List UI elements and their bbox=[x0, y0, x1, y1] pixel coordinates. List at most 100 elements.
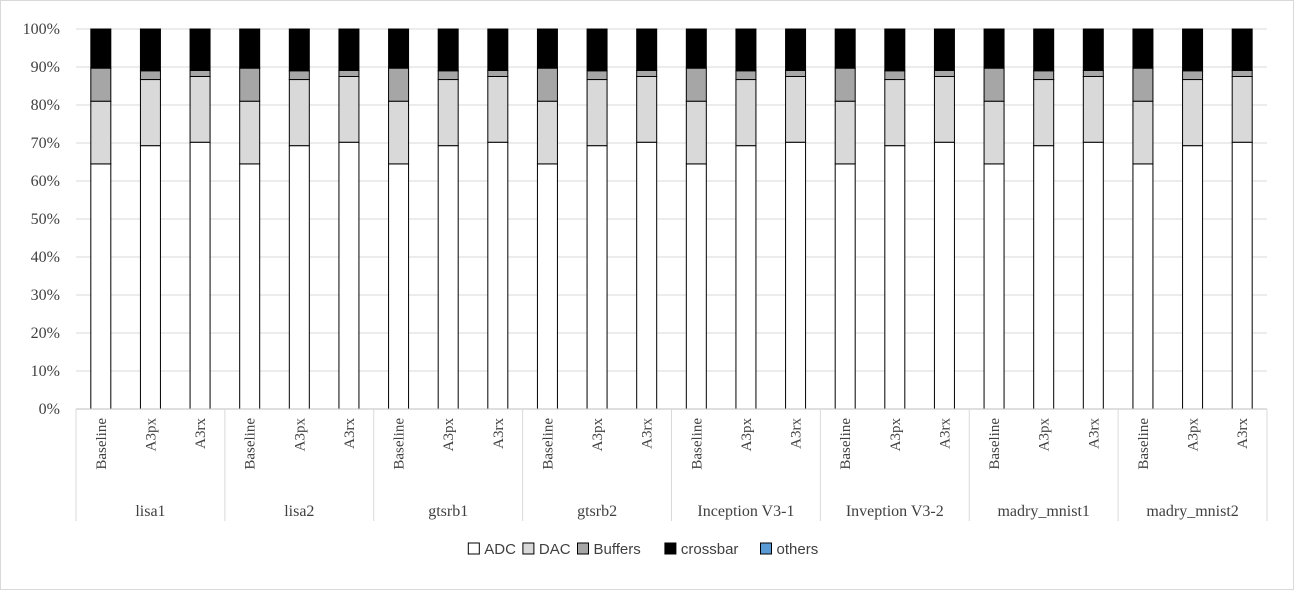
bar-segment-crossbar bbox=[388, 28, 410, 69]
bar-segment-adc bbox=[983, 163, 1005, 410]
legend-label: others bbox=[777, 541, 819, 558]
bar-segment-adc bbox=[785, 141, 807, 410]
legend-label: Buffers bbox=[594, 541, 641, 558]
bar-segment-dac bbox=[636, 76, 658, 143]
bar-segment-crossbar bbox=[1132, 28, 1154, 69]
bar-segment-adc bbox=[834, 163, 856, 410]
bar-segment-buffers bbox=[487, 69, 509, 77]
bar-segment-dac bbox=[90, 100, 112, 165]
bar-segment-adc bbox=[1082, 141, 1104, 410]
bar-segment-dac bbox=[189, 76, 211, 143]
x-subcategory-label: A3rx bbox=[1235, 418, 1251, 449]
bar-segment-adc bbox=[338, 141, 360, 410]
x-group-label: madry_mnist1 bbox=[997, 503, 1089, 520]
bar-segment-dac bbox=[1132, 100, 1154, 165]
bar-segment-dac bbox=[685, 100, 707, 165]
x-subcategory-label: A3px bbox=[292, 418, 308, 452]
bar-segment-adc bbox=[239, 163, 261, 410]
y-tick-label: 30% bbox=[31, 287, 60, 304]
bar-segment-dac bbox=[785, 76, 807, 143]
bar-segment-buffers bbox=[983, 67, 1005, 102]
bars bbox=[90, 28, 1253, 410]
x-subcategory-label: A3px bbox=[1186, 418, 1202, 452]
x-subcategory-label: Baseline bbox=[689, 418, 705, 470]
legend-swatch bbox=[467, 542, 480, 555]
bar-segment-dac bbox=[536, 100, 558, 165]
bar-segment-buffers bbox=[437, 70, 459, 81]
bar-segment-dac bbox=[338, 76, 360, 143]
x-group-label: lisa2 bbox=[284, 503, 314, 520]
x-subcategory-label: Baseline bbox=[987, 418, 1003, 470]
x-subcategory-label: A3rx bbox=[342, 418, 358, 449]
bar-segment-buffers bbox=[536, 67, 558, 102]
legend-item: ADC bbox=[467, 541, 516, 558]
bar-segment-dac bbox=[586, 79, 608, 147]
y-tick-label: 60% bbox=[31, 173, 60, 190]
bar-segment-crossbar bbox=[636, 28, 658, 71]
bar-segment-dac bbox=[1082, 76, 1104, 143]
legend-label: ADC bbox=[484, 541, 516, 558]
bar-segment-buffers bbox=[1033, 70, 1055, 81]
bar-segment-adc bbox=[586, 145, 608, 410]
y-tick-label: 0% bbox=[39, 401, 60, 418]
legend-swatch bbox=[760, 542, 772, 555]
bar-segment-adc bbox=[189, 141, 211, 410]
x-subcategory-label: Baseline bbox=[838, 418, 854, 470]
x-subcategory-label: A3px bbox=[888, 418, 904, 452]
bar-segment-crossbar bbox=[189, 28, 211, 71]
x-group-label: gtsrb1 bbox=[428, 503, 468, 520]
bar-segment-adc bbox=[933, 141, 955, 410]
x-group-label: Inveption V3-2 bbox=[846, 503, 944, 520]
x-subcategory-label: A3rx bbox=[640, 418, 656, 449]
bar-segment-buffers bbox=[288, 70, 310, 81]
bar-segment-buffers bbox=[735, 70, 757, 81]
bar-segment-buffers bbox=[933, 69, 955, 77]
bar-segment-dac bbox=[983, 100, 1005, 165]
bar-segment-adc bbox=[90, 163, 112, 410]
x-group-label: gtsrb2 bbox=[577, 503, 617, 520]
bar-segment-dac bbox=[1182, 79, 1204, 147]
x-subcategory-label: A3rx bbox=[491, 418, 507, 449]
bar-segment-adc bbox=[1033, 145, 1055, 410]
bar-segment-buffers bbox=[586, 70, 608, 81]
bar-segment-adc bbox=[1231, 141, 1253, 410]
legend-item: DAC bbox=[522, 541, 571, 558]
x-subcategory-label: A3rx bbox=[193, 418, 209, 449]
legend-swatch bbox=[664, 542, 677, 555]
bar-segment-crossbar bbox=[139, 28, 161, 72]
bar-segment-buffers bbox=[1082, 69, 1104, 77]
bar-segment-crossbar bbox=[1231, 28, 1253, 71]
bar-segment-dac bbox=[388, 100, 410, 165]
bar-segment-crossbar bbox=[586, 28, 608, 72]
bar-segment-buffers bbox=[685, 67, 707, 102]
bar-segment-adc bbox=[288, 145, 310, 410]
y-tick-label: 80% bbox=[31, 97, 60, 114]
bar-segment-buffers bbox=[1231, 69, 1253, 77]
bar-segment-buffers bbox=[785, 69, 807, 77]
bar-segment-crossbar bbox=[1033, 28, 1055, 72]
bar-segment-buffers bbox=[90, 67, 112, 102]
bar-segment-buffers bbox=[189, 69, 211, 77]
bar-segment-dac bbox=[437, 79, 459, 147]
bar-segment-crossbar bbox=[338, 28, 360, 71]
bar-segment-crossbar bbox=[1182, 28, 1204, 72]
bar-segment-crossbar bbox=[983, 28, 1005, 69]
bar-segment-dac bbox=[487, 76, 509, 143]
bar-segment-adc bbox=[139, 145, 161, 410]
bar-segment-crossbar bbox=[90, 28, 112, 69]
y-tick-label: 90% bbox=[31, 59, 60, 76]
bar-segment-dac bbox=[1033, 79, 1055, 147]
bar-segment-dac bbox=[1231, 76, 1253, 143]
x-group-label: lisa1 bbox=[135, 503, 165, 520]
bar-segment-adc bbox=[735, 145, 757, 410]
legend-label: DAC bbox=[539, 541, 571, 558]
bar-segment-dac bbox=[288, 79, 310, 147]
bar-segment-crossbar bbox=[735, 28, 757, 72]
bar-segment-dac bbox=[884, 79, 906, 147]
bar-segment-buffers bbox=[1132, 67, 1154, 102]
x-subcategory-label: A3rx bbox=[1086, 418, 1102, 449]
x-subcategory-label: Baseline bbox=[94, 418, 110, 470]
gridlines bbox=[76, 28, 1267, 372]
bar-segment-dac bbox=[735, 79, 757, 147]
